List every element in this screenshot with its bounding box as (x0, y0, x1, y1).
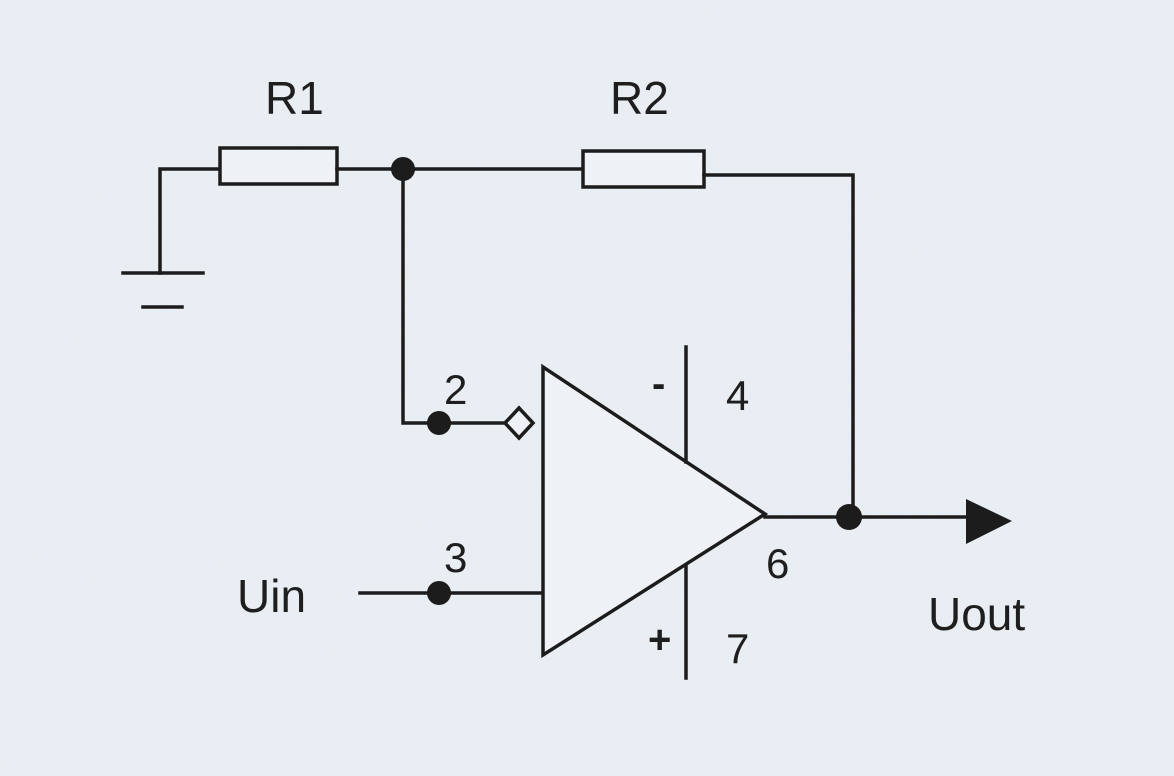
wire-junction-to-pin2 (401, 167, 507, 425)
label-r2: R2 (610, 72, 669, 124)
output-arrow-icon (966, 499, 1012, 544)
node-output (836, 504, 862, 530)
label-pin4: 4 (726, 372, 749, 419)
opamp-triangle (541, 363, 769, 659)
label-uout: Uout (928, 588, 1025, 640)
label-uin: Uin (237, 570, 306, 622)
resistor-r1 (218, 146, 339, 186)
label-r1: R1 (265, 72, 324, 124)
label-pin6: 6 (766, 540, 789, 587)
label-pin2: 2 (444, 366, 467, 413)
wire-r2-feedback (702, 173, 855, 519)
node-pin3 (427, 581, 451, 605)
label-pin7: 7 (726, 625, 749, 672)
resistor-r2 (581, 149, 706, 189)
wire-ground-to-r1 (158, 167, 222, 275)
label-pin3: 3 (444, 534, 467, 581)
node-pin2 (427, 411, 451, 435)
sign-negative-supply: - (652, 362, 665, 406)
ground-symbol (121, 271, 205, 309)
inverting-input-marker (502, 405, 536, 441)
sign-positive-supply: + (648, 618, 671, 662)
